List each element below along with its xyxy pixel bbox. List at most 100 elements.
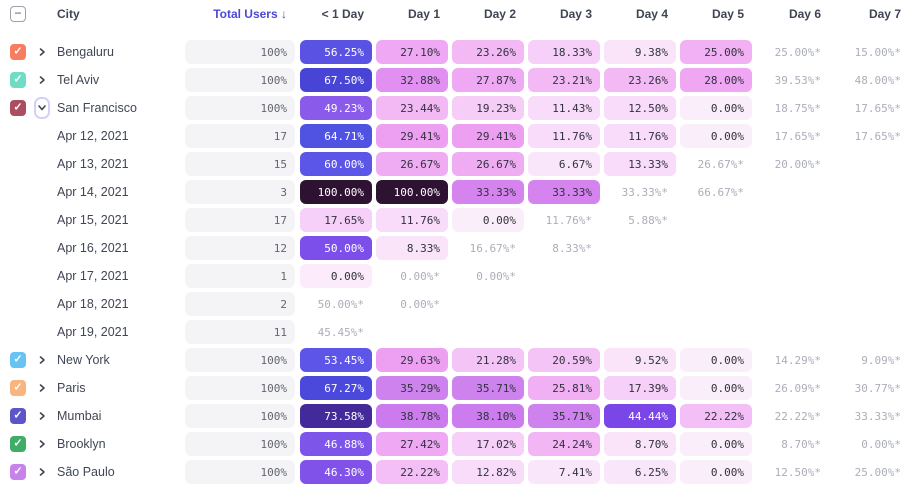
retention-cell[interactable]: 18.33% (528, 40, 600, 64)
retention-cell[interactable]: 0.00% (680, 124, 752, 148)
retention-cell[interactable]: 0.00% (680, 96, 752, 120)
retention-cell[interactable]: 8.70% (604, 432, 676, 456)
retention-cell[interactable]: 27.10% (376, 40, 448, 64)
retention-cell-incomplete: 17.65%* (854, 101, 901, 115)
table-header-row: − City Total Users ↓ < 1 Day Day 1 Day 2… (10, 0, 920, 26)
retention-cell[interactable]: 11.43% (528, 96, 600, 120)
expand-row-button[interactable] (34, 380, 50, 396)
retention-cell[interactable]: 23.26% (452, 40, 524, 64)
expand-row-button[interactable] (34, 464, 50, 480)
retention-cell[interactable]: 44.44% (604, 404, 676, 428)
retention-cell[interactable]: 35.71% (452, 376, 524, 400)
retention-cell[interactable]: 7.41% (528, 460, 600, 484)
retention-cell[interactable]: 13.33% (604, 152, 676, 176)
retention-cell[interactable]: 20.59% (528, 348, 600, 372)
retention-cell[interactable]: 64.71% (300, 124, 372, 148)
retention-cell[interactable]: 11.76% (376, 208, 448, 232)
row-checkbox[interactable]: ✓ (10, 436, 26, 452)
retention-cell[interactable]: 9.38% (604, 40, 676, 64)
row-checkbox[interactable]: ✓ (10, 464, 26, 480)
retention-cell[interactable]: 12.50% (604, 96, 676, 120)
expand-row-button[interactable] (34, 408, 50, 424)
retention-cell[interactable]: 0.00% (680, 348, 752, 372)
retention-cell[interactable]: 67.27% (300, 376, 372, 400)
retention-cell[interactable]: 26.67% (376, 152, 448, 176)
retention-cell[interactable]: 32.88% (376, 68, 448, 92)
retention-cell[interactable]: 11.76% (604, 124, 676, 148)
retention-cell[interactable]: 26.67% (452, 152, 524, 176)
empty-cell (756, 320, 829, 344)
retention-cell[interactable]: 50.00% (300, 236, 372, 260)
empty-cell (833, 152, 909, 176)
collapse-row-button[interactable] (34, 97, 50, 119)
expand-row-button[interactable] (34, 44, 50, 60)
retention-cell[interactable]: 17.39% (604, 376, 676, 400)
retention-cell[interactable]: 100.00% (300, 180, 372, 204)
retention-cell[interactable]: 29.41% (452, 124, 524, 148)
retention-cell[interactable]: 17.02% (452, 432, 524, 456)
total-users-cell: 17 (185, 208, 295, 232)
row-checkbox[interactable]: ✓ (10, 72, 26, 88)
retention-cell[interactable]: 46.30% (300, 460, 372, 484)
retention-cell[interactable]: 67.50% (300, 68, 372, 92)
retention-cell[interactable]: 22.22% (376, 460, 448, 484)
retention-cell[interactable]: 28.00% (680, 68, 752, 92)
retention-cell[interactable]: 56.25% (300, 40, 372, 64)
retention-cell[interactable]: 33.33% (452, 180, 524, 204)
retention-cell[interactable]: 49.23% (300, 96, 372, 120)
retention-cell[interactable]: 0.00% (452, 208, 524, 232)
expand-row-button[interactable] (34, 436, 50, 452)
total-users-cell: 100% (185, 348, 295, 372)
retention-cell[interactable]: 24.24% (528, 432, 600, 456)
retention-cell[interactable]: 23.44% (376, 96, 448, 120)
retention-cell[interactable]: 60.00% (300, 152, 372, 176)
retention-cell[interactable]: 33.33% (528, 180, 600, 204)
retention-cell[interactable]: 27.42% (376, 432, 448, 456)
retention-cell[interactable]: 23.21% (528, 68, 600, 92)
empty-cell (680, 292, 752, 316)
retention-cell[interactable]: 29.63% (376, 348, 448, 372)
retention-cell[interactable]: 23.26% (604, 68, 676, 92)
retention-cell-incomplete: 17.65%* (774, 129, 821, 143)
retention-cell[interactable]: 6.67% (528, 152, 600, 176)
select-all-checkbox[interactable]: − (10, 6, 26, 22)
retention-cell[interactable]: 6.25% (604, 460, 676, 484)
retention-cell[interactable]: 8.33% (376, 236, 448, 260)
retention-cell[interactable]: 17.65% (300, 208, 372, 232)
retention-cell[interactable]: 22.22% (680, 404, 752, 428)
retention-cell[interactable]: 0.00% (300, 264, 372, 288)
retention-cell[interactable]: 73.58% (300, 404, 372, 428)
column-header-total-users-sort[interactable]: Total Users ↓ (213, 7, 287, 21)
retention-cell[interactable]: 0.00% (680, 376, 752, 400)
retention-cell[interactable]: 38.78% (376, 404, 448, 428)
row-checkbox[interactable]: ✓ (10, 408, 26, 424)
retention-cell[interactable]: 46.88% (300, 432, 372, 456)
retention-cell[interactable]: 27.87% (452, 68, 524, 92)
row-checkbox[interactable]: ✓ (10, 380, 26, 396)
retention-cell-incomplete: 0.00%* (400, 269, 440, 283)
retention-cell[interactable]: 19.23% (452, 96, 524, 120)
row-checkbox[interactable]: ✓ (10, 100, 26, 116)
retention-cell[interactable]: 35.29% (376, 376, 448, 400)
retention-cell[interactable]: 35.71% (528, 404, 600, 428)
row-checkbox[interactable]: ✓ (10, 352, 26, 368)
retention-cell-incomplete: 11.76%* (545, 213, 592, 227)
retention-cell-incomplete: 0.00%* (476, 269, 516, 283)
retention-cell[interactable]: 0.00% (680, 432, 752, 456)
retention-cell[interactable]: 11.76% (528, 124, 600, 148)
city-name: Tel Aviv (57, 73, 100, 87)
empty-cell (756, 208, 829, 232)
retention-cell[interactable]: 0.00% (680, 460, 752, 484)
expand-row-button[interactable] (34, 72, 50, 88)
expand-row-button[interactable] (34, 352, 50, 368)
retention-cell[interactable]: 12.82% (452, 460, 524, 484)
retention-cell[interactable]: 25.81% (528, 376, 600, 400)
retention-cell[interactable]: 53.45% (300, 348, 372, 372)
retention-cell[interactable]: 29.41% (376, 124, 448, 148)
retention-cell[interactable]: 21.28% (452, 348, 524, 372)
retention-cell[interactable]: 38.10% (452, 404, 524, 428)
retention-cell[interactable]: 25.00% (680, 40, 752, 64)
row-checkbox[interactable]: ✓ (10, 44, 26, 60)
retention-cell[interactable]: 9.52% (604, 348, 676, 372)
retention-cell[interactable]: 100.00% (376, 180, 448, 204)
